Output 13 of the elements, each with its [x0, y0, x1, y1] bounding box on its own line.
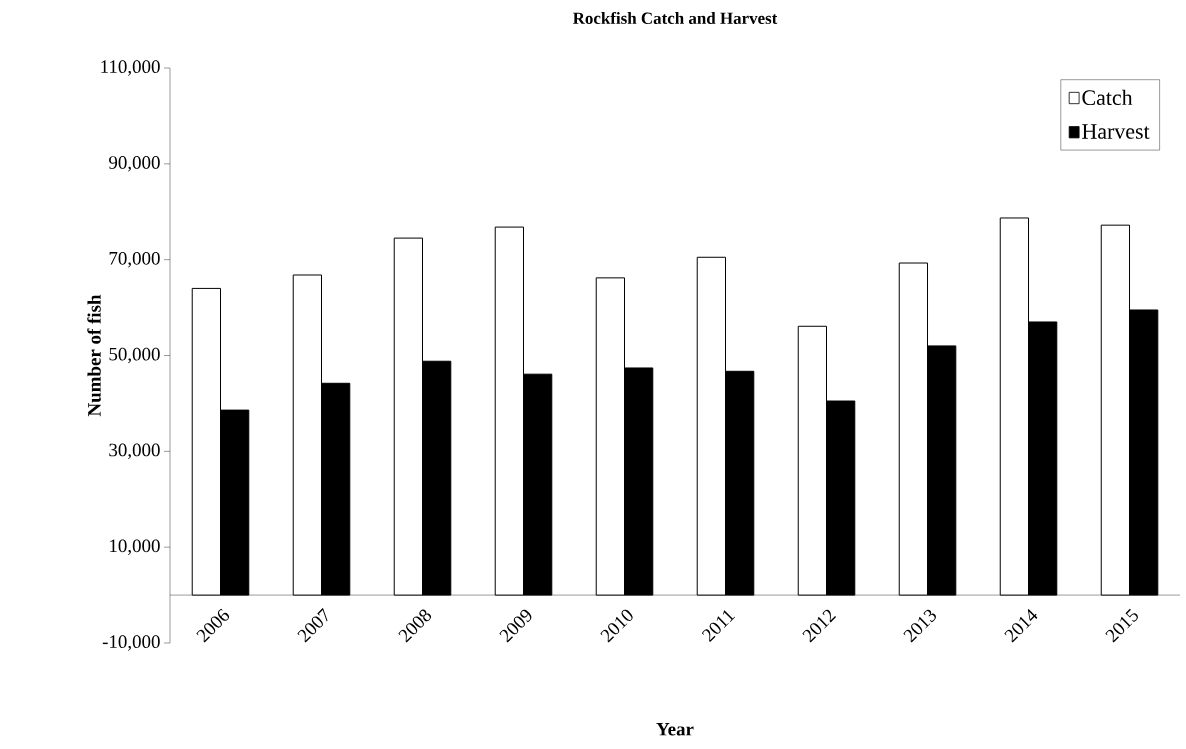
y-tick-label: 10,000	[110, 539, 160, 555]
y-tick-label: -10,000	[102, 635, 160, 651]
y-tick-label: 70,000	[109, 251, 160, 268]
chart-title: Rockfish Catch and Harvest	[572, 11, 778, 24]
y-tick-label: 90,000	[109, 156, 160, 172]
y-axis-title: Number of fish	[87, 294, 101, 417]
y-tick-label: 110,000	[101, 60, 160, 76]
legend-label: Harvest	[1082, 124, 1150, 139]
x-axis-title: Year	[656, 722, 694, 736]
x-tick-label: 2011	[701, 610, 736, 643]
legend-label: Catch	[1082, 89, 1133, 106]
y-tick-label: 50,000	[109, 347, 160, 364]
y-tick-label: 30,000	[109, 443, 160, 460]
